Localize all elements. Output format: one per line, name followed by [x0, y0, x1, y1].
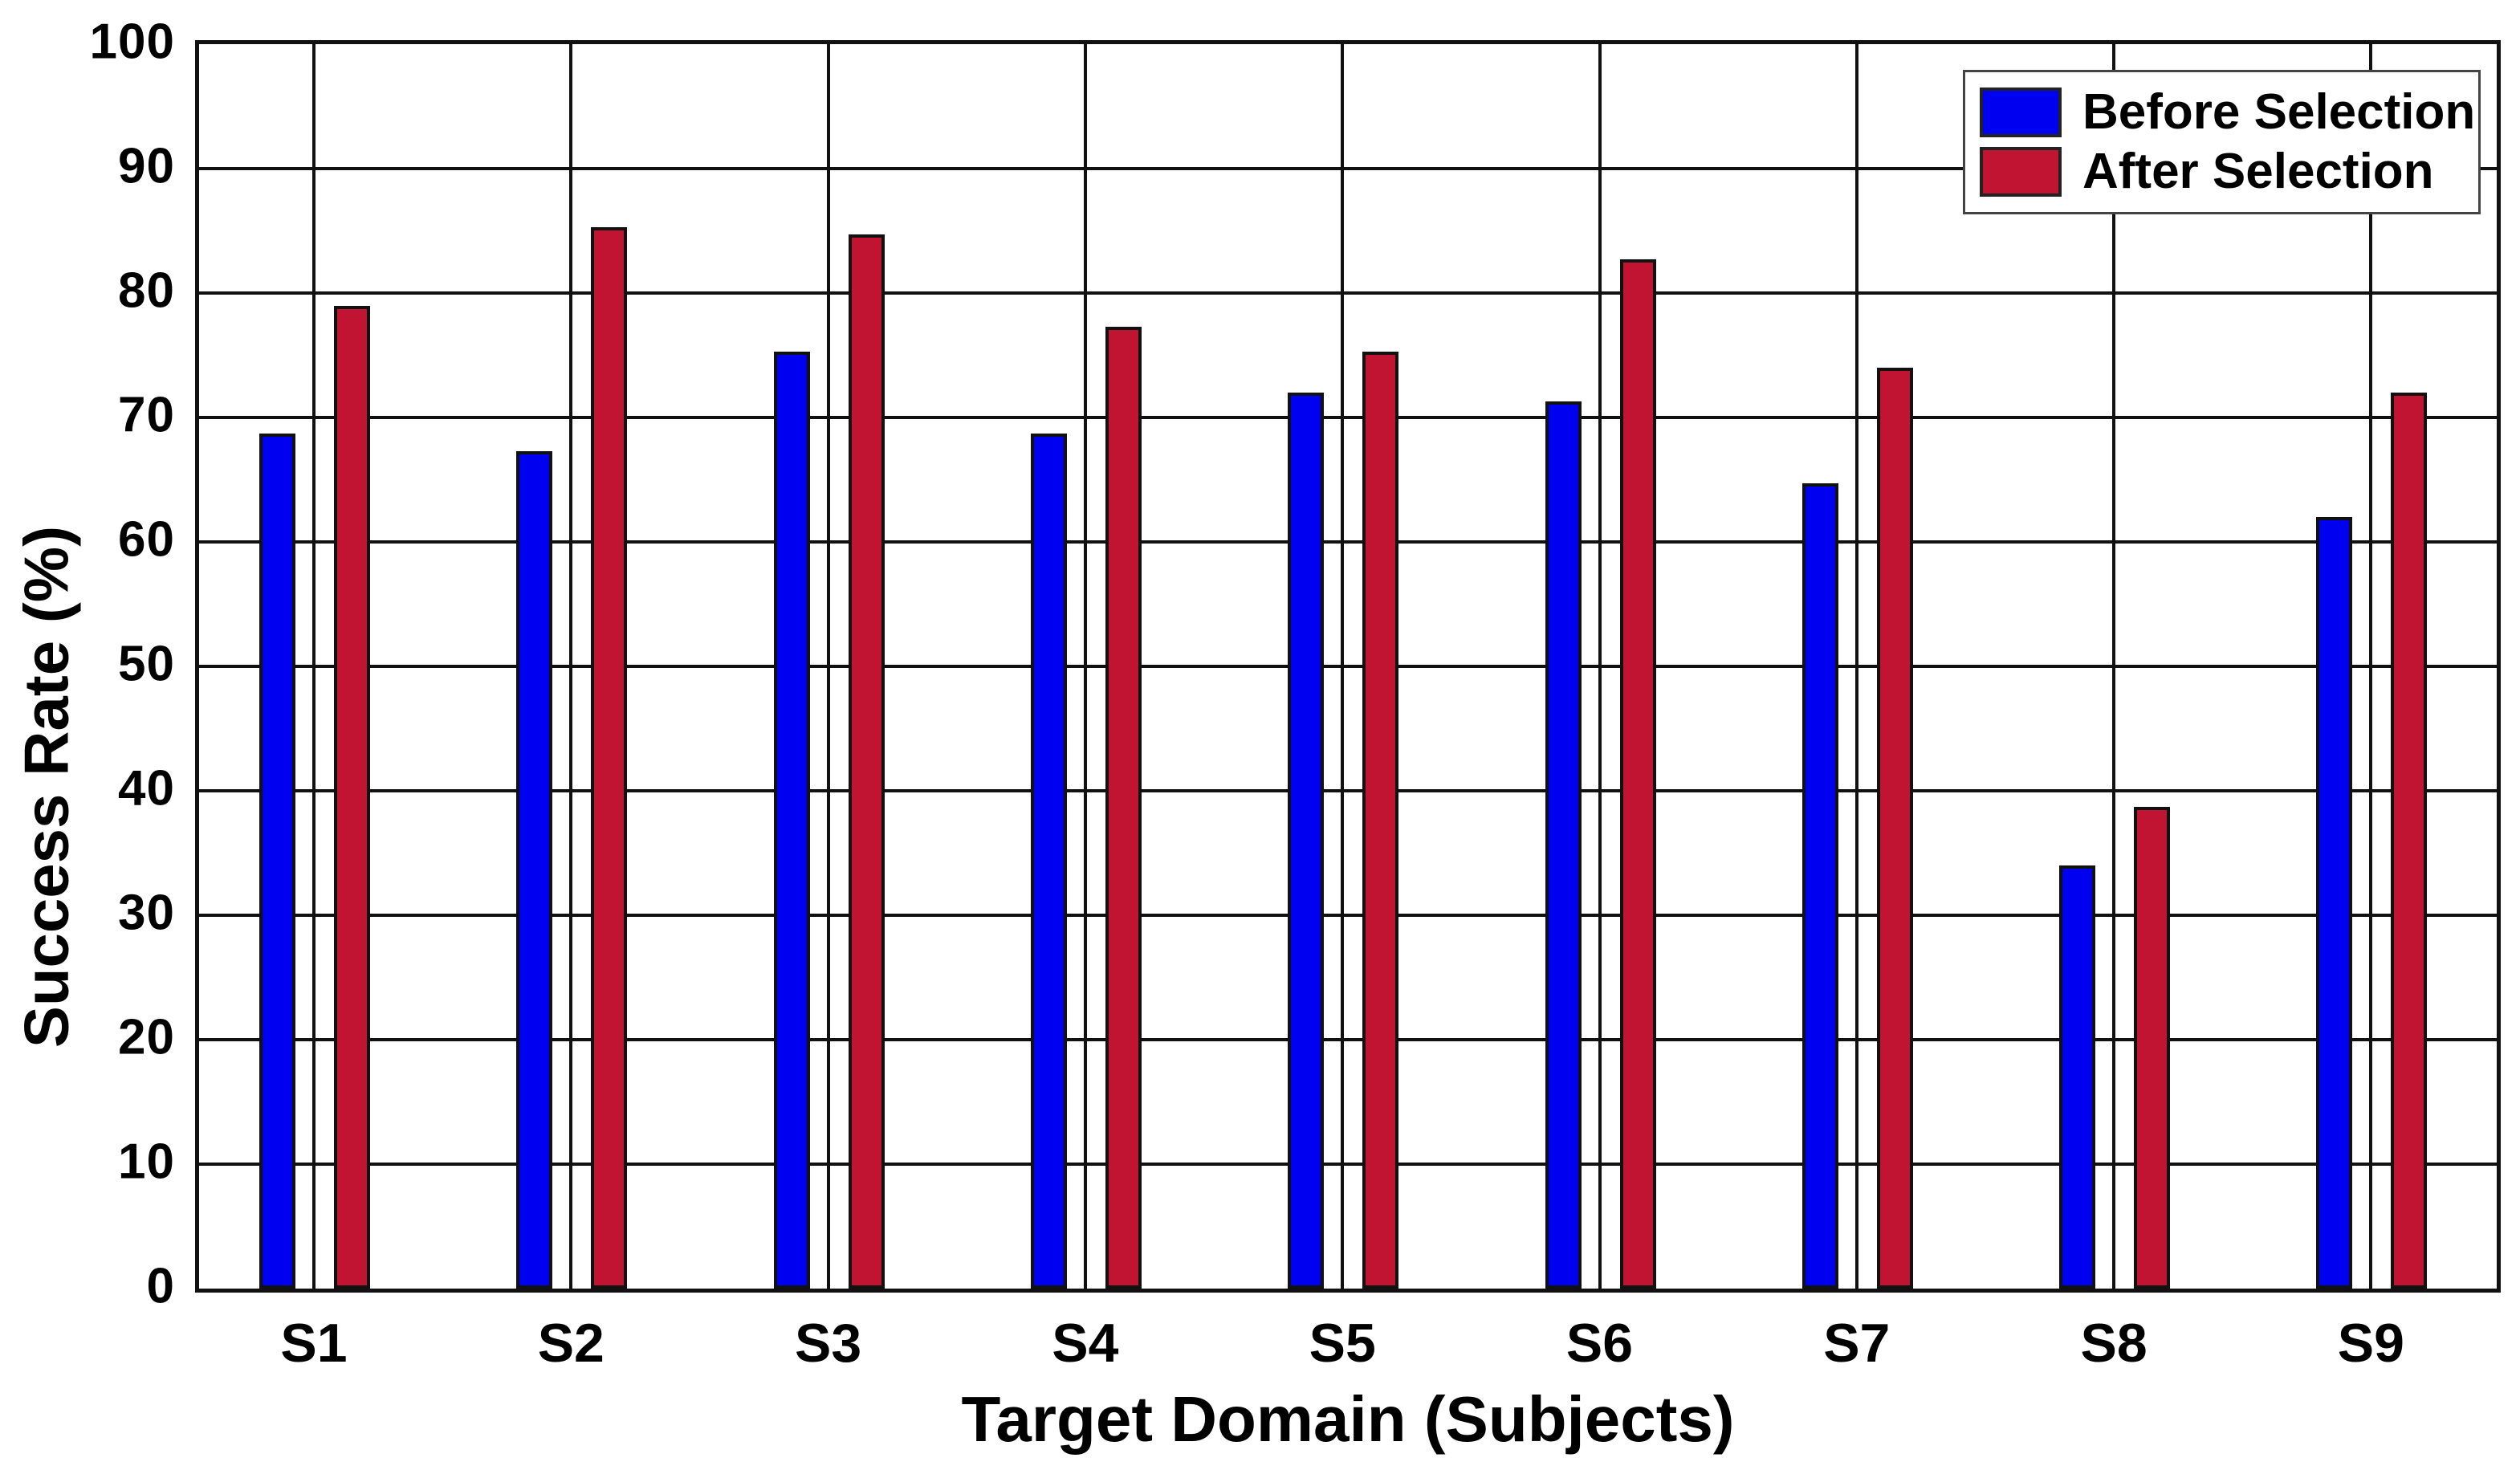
- ytick-label-10: 10: [118, 1134, 175, 1190]
- bar-before-S8: [2059, 865, 2096, 1289]
- legend-row-before: Before Selection: [1980, 87, 2475, 137]
- bar-before-S5: [1288, 393, 1325, 1289]
- ytick-label-40: 40: [118, 760, 175, 816]
- xtick-label-S8: S8: [2080, 1313, 2147, 1374]
- gridline-y-30: [199, 914, 2497, 917]
- gridline-x-S8: [2112, 44, 2116, 1289]
- plot-area: Before Selection After Selection: [195, 40, 2501, 1293]
- ytick-label-100: 100: [89, 14, 175, 70]
- bar-after-S6: [1619, 259, 1656, 1289]
- x-axis-title: Target Domain (Subjects): [961, 1383, 1735, 1455]
- bar-after-S3: [848, 234, 885, 1289]
- ytick-label-50: 50: [118, 636, 175, 692]
- gridline-y-90: [199, 167, 2497, 170]
- legend: Before Selection After Selection: [1963, 70, 2481, 214]
- bar-after-S5: [1362, 351, 1399, 1289]
- bar-after-S7: [1876, 368, 1913, 1289]
- legend-label-after: After Selection: [2082, 144, 2434, 200]
- legend-swatch-before: [1980, 87, 2062, 137]
- legend-swatch-after: [1980, 147, 2062, 198]
- ytick-label-30: 30: [118, 885, 175, 941]
- gridline-y-20: [199, 1038, 2497, 1041]
- gridline-y-70: [199, 416, 2497, 419]
- gridline-x-S5: [1341, 44, 1345, 1289]
- ytick-label-70: 70: [118, 387, 175, 443]
- bar-before-S4: [1030, 434, 1067, 1289]
- bar-before-S7: [1801, 483, 1838, 1289]
- bar-after-S4: [1105, 326, 1142, 1289]
- gridline-x-S7: [1854, 44, 1858, 1289]
- ytick-label-90: 90: [118, 138, 175, 194]
- gridline-y-80: [199, 291, 2497, 295]
- bar-after-S8: [2134, 807, 2171, 1289]
- gridline-y-60: [199, 540, 2497, 544]
- bar-after-S1: [334, 305, 370, 1289]
- gridline-x-S4: [1083, 44, 1087, 1289]
- xtick-label-S7: S7: [1823, 1313, 1891, 1374]
- gridline-x-S6: [1598, 44, 1602, 1289]
- gridline-y-40: [199, 789, 2497, 792]
- ytick-label-60: 60: [118, 511, 175, 568]
- xtick-label-S4: S4: [1052, 1313, 1119, 1374]
- legend-row-after: After Selection: [1980, 144, 2464, 200]
- gridline-x-S3: [826, 44, 830, 1289]
- bar-before-S9: [2316, 517, 2353, 1289]
- xtick-label-S1: S1: [280, 1313, 348, 1374]
- bar-after-S2: [591, 226, 628, 1289]
- bar-before-S3: [773, 351, 810, 1289]
- xtick-label-S5: S5: [1309, 1313, 1376, 1374]
- xtick-label-S6: S6: [1565, 1313, 1634, 1374]
- xtick-label-S3: S3: [795, 1313, 862, 1374]
- bar-before-S6: [1545, 401, 1582, 1289]
- gridline-y-50: [199, 665, 2497, 668]
- ytick-label-80: 80: [118, 263, 175, 319]
- bar-before-S2: [516, 450, 553, 1289]
- gridline-x-S1: [312, 44, 316, 1289]
- bar-after-S9: [2391, 393, 2428, 1289]
- gridline-x-S9: [2369, 44, 2373, 1289]
- ytick-label-20: 20: [118, 1009, 175, 1065]
- legend-label-before: Before Selection: [2082, 83, 2476, 140]
- xtick-label-S9: S9: [2337, 1313, 2404, 1374]
- bar-before-S1: [259, 434, 295, 1289]
- gridline-x-S2: [569, 44, 573, 1289]
- gridline-y-10: [199, 1163, 2497, 1166]
- ytick-label-0: 0: [146, 1258, 175, 1314]
- xtick-label-S2: S2: [537, 1313, 605, 1374]
